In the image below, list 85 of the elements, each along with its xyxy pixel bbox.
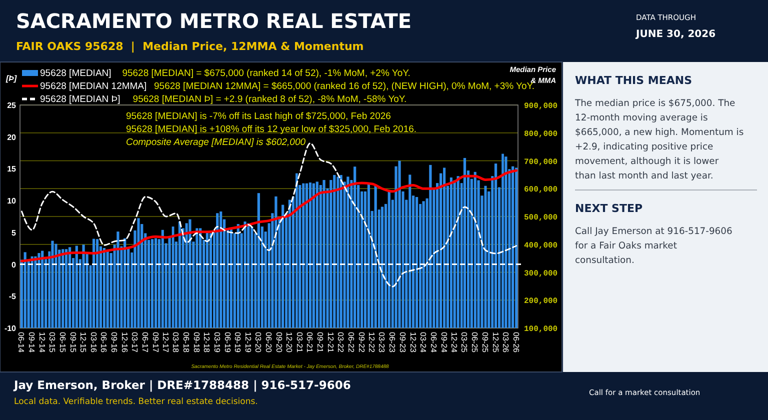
x-tick-label: 03-17 xyxy=(130,332,139,354)
x-tick-label: 06-23 xyxy=(388,332,397,354)
x-tick-label: 09-14 xyxy=(27,332,36,354)
annotation: 95628 [MEDIAN Þ] = +2.9 (ranked 8 of 52), -8% MoM, -58% YoY. xyxy=(132,94,407,105)
x-tick-label: 06-26 xyxy=(511,332,520,354)
y2-tick-label: 100,000 xyxy=(524,325,558,334)
x-tick-label: 12-18 xyxy=(202,332,212,354)
y2-tick-label: 600,000 xyxy=(524,186,558,195)
y2-tick-label: 800,000 xyxy=(524,130,558,139)
x-tick-label: 03-16 xyxy=(88,332,98,354)
text: WHAT THIS MEANS xyxy=(575,74,692,87)
x-tick-label: 09-22 xyxy=(356,332,366,354)
y-tick-label: 25 xyxy=(7,101,17,110)
x-tick-label: 06-22 xyxy=(346,332,356,354)
x-tick-label: 12-25 xyxy=(490,332,500,354)
legend-label: 95628 [MEDIAN Þ] xyxy=(40,94,120,105)
legend-label: 95628 [MEDIAN] xyxy=(40,68,112,79)
y-tick-label: -10 xyxy=(4,324,17,333)
y2-tick-label: 400,000 xyxy=(524,241,558,250)
x-tick-label: 12-20 xyxy=(284,332,294,354)
x-tick-label: 09-18 xyxy=(192,332,201,354)
text: Local data. Verifiable trends. Better real estate decisions. xyxy=(14,397,258,407)
x-tick-label: 06-17 xyxy=(140,332,150,354)
x-tick-label: 12-23 xyxy=(408,332,418,354)
x-tick-label: 12-14 xyxy=(37,332,46,354)
legend-label: 95628 [MEDIAN 12MMA] xyxy=(40,81,147,92)
y-tick-label: 10 xyxy=(7,196,17,206)
x-tick-label: 06-15 xyxy=(58,332,67,354)
y-axis-title: [Þ] xyxy=(5,74,17,83)
x-tick-label: 03-25 xyxy=(460,332,469,354)
x-tick-label: 09-19 xyxy=(233,332,242,354)
annotation: Composite Average [MEDIAN] is $602,000 xyxy=(126,137,306,148)
text: NEXT STEP xyxy=(575,202,643,215)
x-tick-label: 06-18 xyxy=(182,332,191,354)
annotation: 95628 [MEDIAN] is +108% off its 12 year low of $325,000, Feb 2016. xyxy=(126,124,417,135)
x-tick-label: 09-23 xyxy=(398,332,408,354)
x-tick-label: 06-21 xyxy=(305,332,314,354)
text: 95628 [MEDIAN] = $675,000 (ranked 14 of 52), -1% MoM, +2% YoY. xyxy=(122,68,410,79)
x-tick-label: 09-15 xyxy=(68,332,78,354)
x-tick-label: 12-24 xyxy=(450,332,459,354)
y-tick-label: 15 xyxy=(7,164,17,174)
x-tick-label: 12-16 xyxy=(120,332,129,354)
y-tick-label: 5 xyxy=(12,228,17,238)
x-tick-label: 03-18 xyxy=(171,332,180,354)
x-tick-label: 03-26 xyxy=(500,332,510,354)
y-tick-label: 0 xyxy=(12,260,17,270)
x-tick-label: 09-25 xyxy=(480,332,490,354)
x-tick-label: 09-20 xyxy=(274,332,284,354)
text: Jay Emerson, Broker | DRE#1788488 | 916-517-9606 xyxy=(13,378,351,392)
y2-tick-label: 200,000 xyxy=(524,297,558,306)
line-series xyxy=(20,169,518,262)
x-tick-label: 03-21 xyxy=(294,332,304,354)
annotation: 95628 [MEDIAN] is -7% off its Last high of $725,000, Feb 2026 xyxy=(126,111,391,122)
text: The median price is $675,000. The 12-month moving average is $665,000, a new high. Momentum is +2.9, indicating positive price movement, although it is lower than last month and last year. xyxy=(574,98,744,182)
x-tick-label: 03-19 xyxy=(212,332,222,354)
chart-title: SACRAMENTO METRO REAL ESTATE xyxy=(16,9,412,33)
x-tick-label: 03-15 xyxy=(48,332,56,354)
x-tick-label: 12-19 xyxy=(243,332,252,354)
x-tick-label: 06-25 xyxy=(470,332,480,354)
x-tick-label: 03-22 xyxy=(336,332,346,354)
y-tick-label: 20 xyxy=(7,132,17,142)
x-tick-label: 12-22 xyxy=(367,332,376,354)
x-tick-label: 09-24 xyxy=(439,332,448,354)
y-tick-label: -5 xyxy=(8,292,17,302)
x-tick-label: 12-15 xyxy=(78,332,88,354)
x-tick-label: 03-24 xyxy=(418,332,428,354)
x-tick-label: 03-23 xyxy=(377,332,386,354)
x-tick-label: 09-21 xyxy=(316,332,325,354)
y2-tick-label: 700,000 xyxy=(524,158,558,167)
x-tick-label: 06-24 xyxy=(428,332,438,354)
x-tick-label: 03-20 xyxy=(254,332,263,354)
x-tick-label: 06-20 xyxy=(264,332,274,354)
x-tick-label: 09-16 xyxy=(110,332,119,354)
x-tick-label: 06-19 xyxy=(222,332,232,354)
x-tick-label: 12-21 xyxy=(326,332,335,354)
y2-tick-label: 300,000 xyxy=(524,269,558,278)
x-tick-label: 12-17 xyxy=(161,332,170,354)
x-tick-label: 09-17 xyxy=(150,332,160,354)
x-tick-label: 06-16 xyxy=(99,332,108,354)
text: Call Jay Emerson at 916-517-9606 for a Fair Oaks market consultation. xyxy=(575,226,732,266)
text: JUNE 30, 2026 xyxy=(635,29,716,40)
y2-tick-label: 900,000 xyxy=(524,102,558,111)
chart-subtitle: FAIR OAKS 95628 | Median Price, 12MMA & Momentum xyxy=(16,40,364,53)
x-tick-label: 06-14 xyxy=(16,332,26,354)
y2-tick-label: 500,000 xyxy=(524,214,558,222)
